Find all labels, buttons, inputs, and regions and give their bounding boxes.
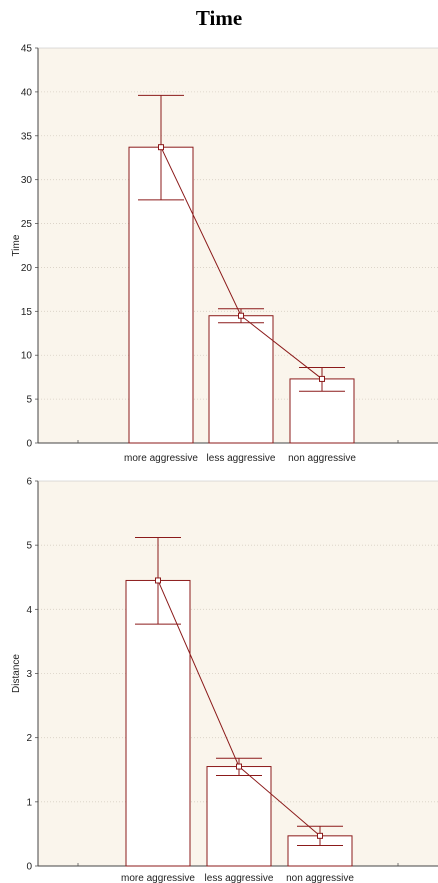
mean-marker xyxy=(319,375,325,382)
mean-marker xyxy=(155,577,161,584)
y-axis-label: Distance xyxy=(11,654,22,693)
y-tick-label: 40 xyxy=(21,87,33,98)
x-tick-label: less aggressive xyxy=(207,453,276,464)
y-tick-label: 2 xyxy=(26,733,32,744)
x-tick-label: non aggressive xyxy=(286,873,354,883)
y-tick-label: 15 xyxy=(21,307,33,318)
y-tick-label: 1 xyxy=(26,797,32,808)
bar xyxy=(206,766,272,867)
y-tick-label: 0 xyxy=(26,862,32,873)
x-tick-label: more aggressive xyxy=(124,453,198,464)
bar xyxy=(125,579,191,867)
y-tick-label: 6 xyxy=(26,477,32,488)
y-tick-label: 5 xyxy=(26,541,32,552)
mean-marker xyxy=(317,832,323,839)
x-tick-label: less aggressive xyxy=(205,873,274,883)
y-tick-label: 10 xyxy=(21,351,33,362)
y-tick-label: 0 xyxy=(26,439,32,450)
bar xyxy=(208,315,274,444)
mean-marker xyxy=(236,763,242,770)
y-tick-label: 5 xyxy=(26,395,32,406)
y-tick-label: 35 xyxy=(21,131,33,142)
y-tick-label: 3 xyxy=(26,669,32,680)
y-tick-label: 20 xyxy=(21,263,33,274)
mean-marker xyxy=(158,144,164,151)
y-tick-label: 45 xyxy=(21,44,33,55)
x-tick-label: more aggressive xyxy=(121,873,195,883)
x-tick-label: non aggressive xyxy=(288,453,356,464)
y-tick-label: 30 xyxy=(21,175,33,186)
y-axis-label: Time xyxy=(11,234,22,256)
y-tick-label: 4 xyxy=(26,605,32,616)
y-tick-label: 25 xyxy=(21,219,33,230)
chart-title: Time xyxy=(195,6,243,30)
mean-marker xyxy=(238,312,244,319)
